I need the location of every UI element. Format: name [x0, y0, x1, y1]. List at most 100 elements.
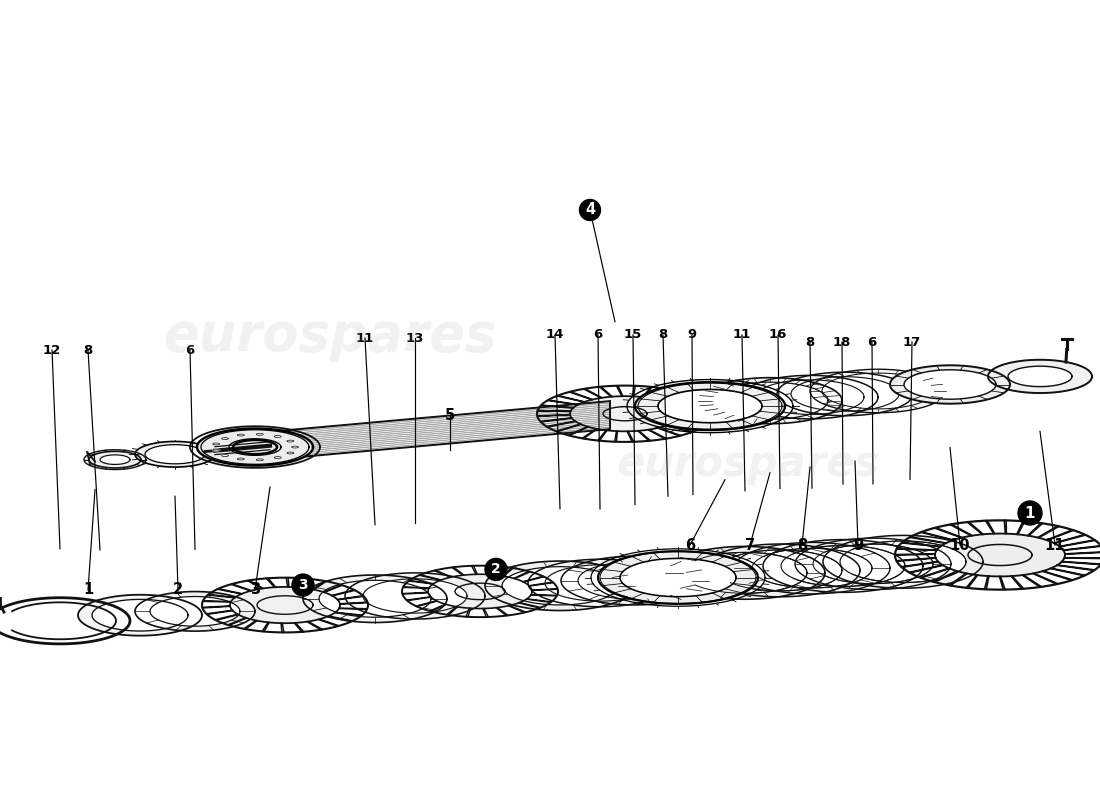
Text: eurospares: eurospares — [163, 310, 497, 362]
Polygon shape — [813, 544, 933, 584]
Polygon shape — [756, 380, 864, 414]
Polygon shape — [528, 559, 672, 606]
Text: 11: 11 — [1045, 538, 1065, 553]
Polygon shape — [635, 382, 785, 430]
Text: eurospares: eurospares — [616, 443, 880, 485]
Polygon shape — [428, 574, 532, 609]
Polygon shape — [777, 372, 913, 416]
Text: 14: 14 — [546, 329, 564, 342]
Text: 5: 5 — [444, 407, 455, 422]
Ellipse shape — [221, 438, 229, 439]
Ellipse shape — [238, 458, 244, 460]
Polygon shape — [781, 546, 905, 586]
Polygon shape — [544, 565, 654, 601]
Text: 3: 3 — [298, 578, 308, 592]
Polygon shape — [904, 370, 996, 399]
Polygon shape — [734, 542, 890, 594]
Polygon shape — [666, 546, 825, 599]
Polygon shape — [363, 578, 468, 613]
Polygon shape — [145, 445, 205, 464]
Polygon shape — [230, 587, 340, 623]
Text: 1: 1 — [82, 582, 94, 598]
Text: 8: 8 — [84, 343, 92, 357]
Polygon shape — [1008, 366, 1072, 386]
Text: 9: 9 — [688, 329, 696, 342]
Polygon shape — [485, 561, 635, 610]
Polygon shape — [823, 535, 983, 588]
Text: 2: 2 — [173, 582, 183, 598]
Ellipse shape — [238, 434, 244, 436]
Polygon shape — [100, 455, 130, 465]
Polygon shape — [988, 360, 1092, 393]
Text: 1: 1 — [1025, 506, 1035, 521]
Circle shape — [1018, 501, 1042, 525]
Polygon shape — [795, 538, 952, 590]
Text: 7: 7 — [745, 538, 755, 553]
Polygon shape — [302, 575, 447, 622]
Polygon shape — [319, 580, 431, 618]
Polygon shape — [89, 451, 141, 468]
Polygon shape — [620, 558, 736, 597]
Text: 12: 12 — [43, 343, 62, 357]
Polygon shape — [683, 552, 807, 594]
Text: 6: 6 — [868, 335, 877, 349]
Polygon shape — [712, 382, 828, 419]
Polygon shape — [561, 556, 710, 605]
Text: 11: 11 — [733, 329, 751, 342]
Text: 6: 6 — [186, 343, 195, 357]
Ellipse shape — [274, 457, 282, 458]
Ellipse shape — [256, 459, 263, 461]
Text: 6: 6 — [685, 538, 695, 553]
Polygon shape — [502, 566, 618, 605]
Polygon shape — [791, 377, 899, 411]
Text: 8: 8 — [796, 538, 807, 553]
Text: 11: 11 — [356, 331, 374, 345]
Ellipse shape — [292, 446, 298, 448]
Polygon shape — [578, 562, 692, 599]
Text: 18: 18 — [833, 335, 851, 349]
Circle shape — [485, 558, 507, 581]
Polygon shape — [700, 544, 860, 597]
Polygon shape — [92, 599, 188, 631]
Polygon shape — [658, 390, 762, 422]
Polygon shape — [197, 429, 314, 466]
Polygon shape — [135, 591, 255, 631]
Ellipse shape — [256, 434, 263, 435]
Text: 10: 10 — [949, 538, 970, 553]
Text: 8: 8 — [659, 329, 668, 342]
Ellipse shape — [221, 454, 229, 457]
Polygon shape — [270, 401, 610, 460]
Circle shape — [580, 199, 601, 221]
Polygon shape — [742, 375, 878, 419]
Polygon shape — [598, 551, 758, 604]
Ellipse shape — [212, 443, 220, 445]
Text: 4: 4 — [585, 202, 595, 218]
Text: 9: 9 — [852, 538, 864, 553]
Text: 16: 16 — [769, 329, 788, 342]
Polygon shape — [810, 370, 946, 413]
Text: 15: 15 — [624, 329, 642, 342]
Polygon shape — [752, 548, 872, 588]
Text: 13: 13 — [406, 331, 425, 345]
Polygon shape — [822, 373, 934, 409]
Text: 3: 3 — [250, 582, 260, 598]
Polygon shape — [78, 594, 202, 636]
Polygon shape — [935, 534, 1065, 577]
Polygon shape — [570, 396, 680, 431]
Polygon shape — [890, 366, 1010, 404]
Polygon shape — [698, 378, 842, 424]
Text: 8: 8 — [805, 335, 815, 349]
Polygon shape — [718, 550, 842, 591]
Ellipse shape — [212, 449, 220, 451]
Polygon shape — [135, 442, 214, 467]
Ellipse shape — [287, 440, 294, 442]
Text: 6: 6 — [593, 329, 603, 342]
Text: 2: 2 — [491, 562, 501, 576]
Circle shape — [292, 574, 313, 596]
Ellipse shape — [274, 435, 282, 438]
Polygon shape — [345, 573, 485, 619]
Ellipse shape — [287, 452, 294, 454]
Polygon shape — [840, 541, 966, 582]
Polygon shape — [150, 597, 240, 626]
Text: 17: 17 — [903, 335, 921, 349]
